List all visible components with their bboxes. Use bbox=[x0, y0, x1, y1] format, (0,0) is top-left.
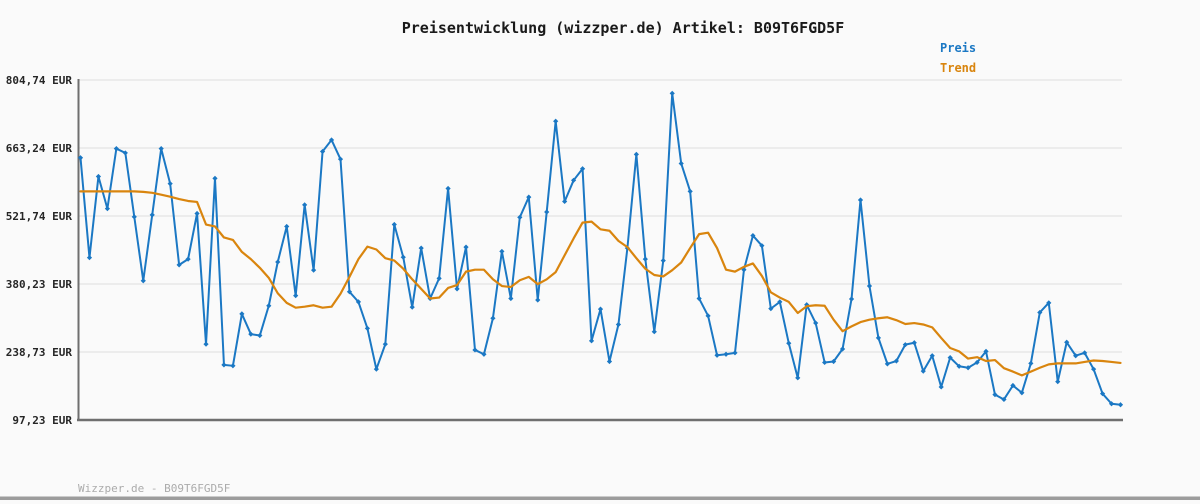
legend: Preis Trend bbox=[940, 41, 976, 75]
y-axis-tick-labels: 804,74 EUR 663,24 EUR 521,74 EUR 380,23 EUR… bbox=[6, 74, 73, 427]
footer-watermark: Wizzper.de - B09T6FGD5F bbox=[78, 482, 230, 495]
y-tick-label: 804,74 EUR bbox=[6, 74, 73, 87]
chart-title: Preisentwicklung (wizzper.de) Artikel: B… bbox=[402, 19, 845, 37]
gridlines bbox=[78, 79, 1122, 353]
y-tick-label: 238,73 EUR bbox=[6, 346, 73, 359]
legend-preis-label: Preis bbox=[940, 41, 976, 55]
y-tick-label: 97,23 EUR bbox=[12, 414, 72, 427]
bottom-border-bar bbox=[0, 496, 1200, 500]
y-tick-label: 521,74 EUR bbox=[6, 210, 73, 223]
trend-series-line bbox=[79, 190, 1122, 377]
y-tick-label: 663,24 EUR bbox=[6, 142, 73, 155]
preis-series-line bbox=[79, 92, 1122, 406]
legend-trend-label: Trend bbox=[940, 61, 976, 75]
y-tick-label: 380,23 EUR bbox=[6, 278, 73, 291]
